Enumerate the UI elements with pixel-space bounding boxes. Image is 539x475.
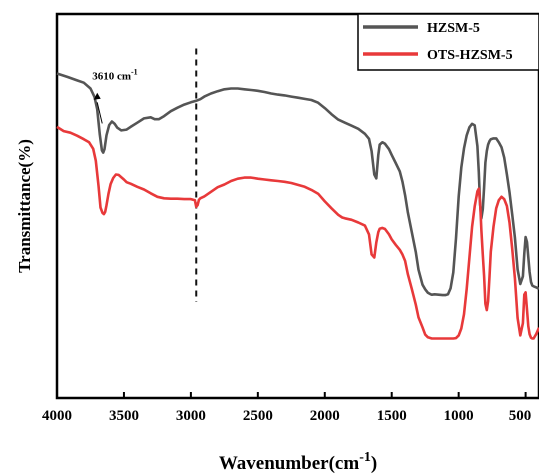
plot-frame — [55, 12, 539, 400]
legend-box — [357, 13, 539, 71]
y-axis-title: Transmittance(%) — [15, 139, 34, 273]
legend-label-ots-hzsm5: OTS-HZSM-5 — [427, 48, 513, 63]
x-tick-label: 1500 — [377, 408, 407, 424]
x-tick-label: 1000 — [444, 408, 474, 424]
series-lines — [56, 72, 539, 340]
legend-label-hzsm5: HZSM-5 — [427, 21, 480, 36]
x-tick-label: 500 — [509, 408, 532, 424]
x-axis-ticks: 4000 3500 3000 2500 2000 1500 1000 500 — [42, 392, 531, 424]
x-tick-label: 3000 — [176, 408, 206, 424]
x-tick-label: 2500 — [243, 408, 273, 424]
annotation-label: 3610 cm-1 — [92, 67, 137, 82]
x-tick-label: 3500 — [109, 408, 139, 424]
x-tick-label: 2000 — [310, 408, 340, 424]
peak-annotation: 3610 cm-1 — [92, 67, 138, 124]
legend: HZSM-5 OTS-HZSM-5 — [357, 13, 539, 71]
annotation-arrow-head — [93, 92, 101, 100]
x-tick-label: 4000 — [42, 408, 72, 424]
x-axis-title: Wavenumber(cm-1) — [219, 450, 377, 474]
series-line-hzsm-5 — [56, 72, 539, 297]
annotation-arrow — [96, 102, 103, 124]
series-line-ots-hzsm-5 — [56, 125, 539, 340]
